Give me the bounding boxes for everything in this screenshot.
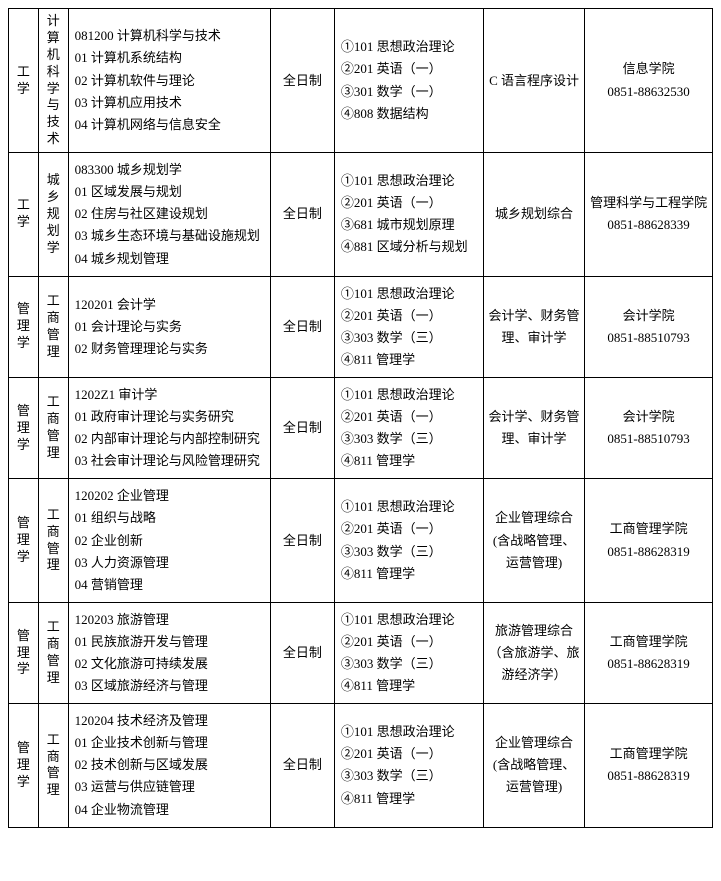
discipline-cell: 工学 — [9, 9, 39, 153]
majors-cell: 120202 企业管理01 组织与战略02 企业创新03 人力资源管理04 营销… — [68, 479, 270, 602]
category-cell: 工商管理 — [38, 602, 68, 703]
subject-cell: 企业管理综合(含战略管理、运营管理) — [483, 479, 584, 602]
contact-cell: 工商管理学院0851-88628319 — [585, 704, 713, 827]
exams-cell: ①101 思想政治理论②201 英语（一）③303 数学（三）④811 管理学 — [334, 704, 483, 827]
table-row: 管理学工商管理1202Z1 审计学01 政府审计理论与实务研究02 内部审计理论… — [9, 377, 713, 478]
table-row: 工学城乡规划学083300 城乡规划学01 区域发展与规划02 住房与社区建设规… — [9, 153, 713, 276]
table-row: 管理学工商管理120204 技术经济及管理01 企业技术创新与管理02 技术创新… — [9, 704, 713, 827]
contact-cell: 工商管理学院0851-88628319 — [585, 479, 713, 602]
discipline-cell: 管理学 — [9, 602, 39, 703]
subject-cell: 会计学、财务管理、审计学 — [483, 276, 584, 377]
subject-cell: C 语言程序设计 — [483, 9, 584, 153]
subject-cell: 会计学、财务管理、审计学 — [483, 377, 584, 478]
mode-cell: 全日制 — [270, 153, 334, 276]
subject-cell: 企业管理综合(含战略管理、运营管理) — [483, 704, 584, 827]
discipline-cell: 管理学 — [9, 276, 39, 377]
mode-cell: 全日制 — [270, 9, 334, 153]
table-row: 管理学工商管理120203 旅游管理01 民族旅游开发与管理02 文化旅游可持续… — [9, 602, 713, 703]
majors-cell: 081200 计算机科学与技术01 计算机系统结构02 计算机软件与理论03 计… — [68, 9, 270, 153]
exams-cell: ①101 思想政治理论②201 英语（一）③303 数学（三）④811 管理学 — [334, 276, 483, 377]
subject-cell: 旅游管理综合（含旅游学、旅游经济学） — [483, 602, 584, 703]
table-body: 工学计算机科学与技术081200 计算机科学与技术01 计算机系统结构02 计算… — [9, 9, 713, 828]
exams-cell: ①101 思想政治理论②201 英语（一）③303 数学（三）④811 管理学 — [334, 377, 483, 478]
category-cell: 工商管理 — [38, 276, 68, 377]
category-cell: 城乡规划学 — [38, 153, 68, 276]
exams-cell: ①101 思想政治理论②201 英语（一）③303 数学（三）④811 管理学 — [334, 479, 483, 602]
contact-cell: 会计学院0851-88510793 — [585, 377, 713, 478]
discipline-cell: 管理学 — [9, 377, 39, 478]
exams-cell: ①101 思想政治理论②201 英语（一）③681 城市规划原理④881 区域分… — [334, 153, 483, 276]
table-row: 管理学工商管理120202 企业管理01 组织与战略02 企业创新03 人力资源… — [9, 479, 713, 602]
contact-cell: 管理科学与工程学院0851-88628339 — [585, 153, 713, 276]
contact-cell: 信息学院0851-88632530 — [585, 9, 713, 153]
mode-cell: 全日制 — [270, 602, 334, 703]
subject-cell: 城乡规划综合 — [483, 153, 584, 276]
category-cell: 计算机科学与技术 — [38, 9, 68, 153]
programs-table: 工学计算机科学与技术081200 计算机科学与技术01 计算机系统结构02 计算… — [8, 8, 713, 828]
table-row: 管理学工商管理120201 会计学01 会计理论与实务02 财务管理理论与实务全… — [9, 276, 713, 377]
discipline-cell: 管理学 — [9, 479, 39, 602]
exams-cell: ①101 思想政治理论②201 英语（一）③301 数学（一）④808 数据结构 — [334, 9, 483, 153]
contact-cell: 会计学院0851-88510793 — [585, 276, 713, 377]
discipline-cell: 管理学 — [9, 704, 39, 827]
table-row: 工学计算机科学与技术081200 计算机科学与技术01 计算机系统结构02 计算… — [9, 9, 713, 153]
mode-cell: 全日制 — [270, 479, 334, 602]
discipline-cell: 工学 — [9, 153, 39, 276]
mode-cell: 全日制 — [270, 276, 334, 377]
majors-cell: 120204 技术经济及管理01 企业技术创新与管理02 技术创新与区域发展03… — [68, 704, 270, 827]
category-cell: 工商管理 — [38, 377, 68, 478]
majors-cell: 120203 旅游管理01 民族旅游开发与管理02 文化旅游可持续发展03 区域… — [68, 602, 270, 703]
majors-cell: 1202Z1 审计学01 政府审计理论与实务研究02 内部审计理论与内部控制研究… — [68, 377, 270, 478]
category-cell: 工商管理 — [38, 704, 68, 827]
majors-cell: 083300 城乡规划学01 区域发展与规划02 住房与社区建设规划03 城乡生… — [68, 153, 270, 276]
mode-cell: 全日制 — [270, 377, 334, 478]
mode-cell: 全日制 — [270, 704, 334, 827]
contact-cell: 工商管理学院0851-88628319 — [585, 602, 713, 703]
category-cell: 工商管理 — [38, 479, 68, 602]
exams-cell: ①101 思想政治理论②201 英语（一）③303 数学（三）④811 管理学 — [334, 602, 483, 703]
majors-cell: 120201 会计学01 会计理论与实务02 财务管理理论与实务 — [68, 276, 270, 377]
